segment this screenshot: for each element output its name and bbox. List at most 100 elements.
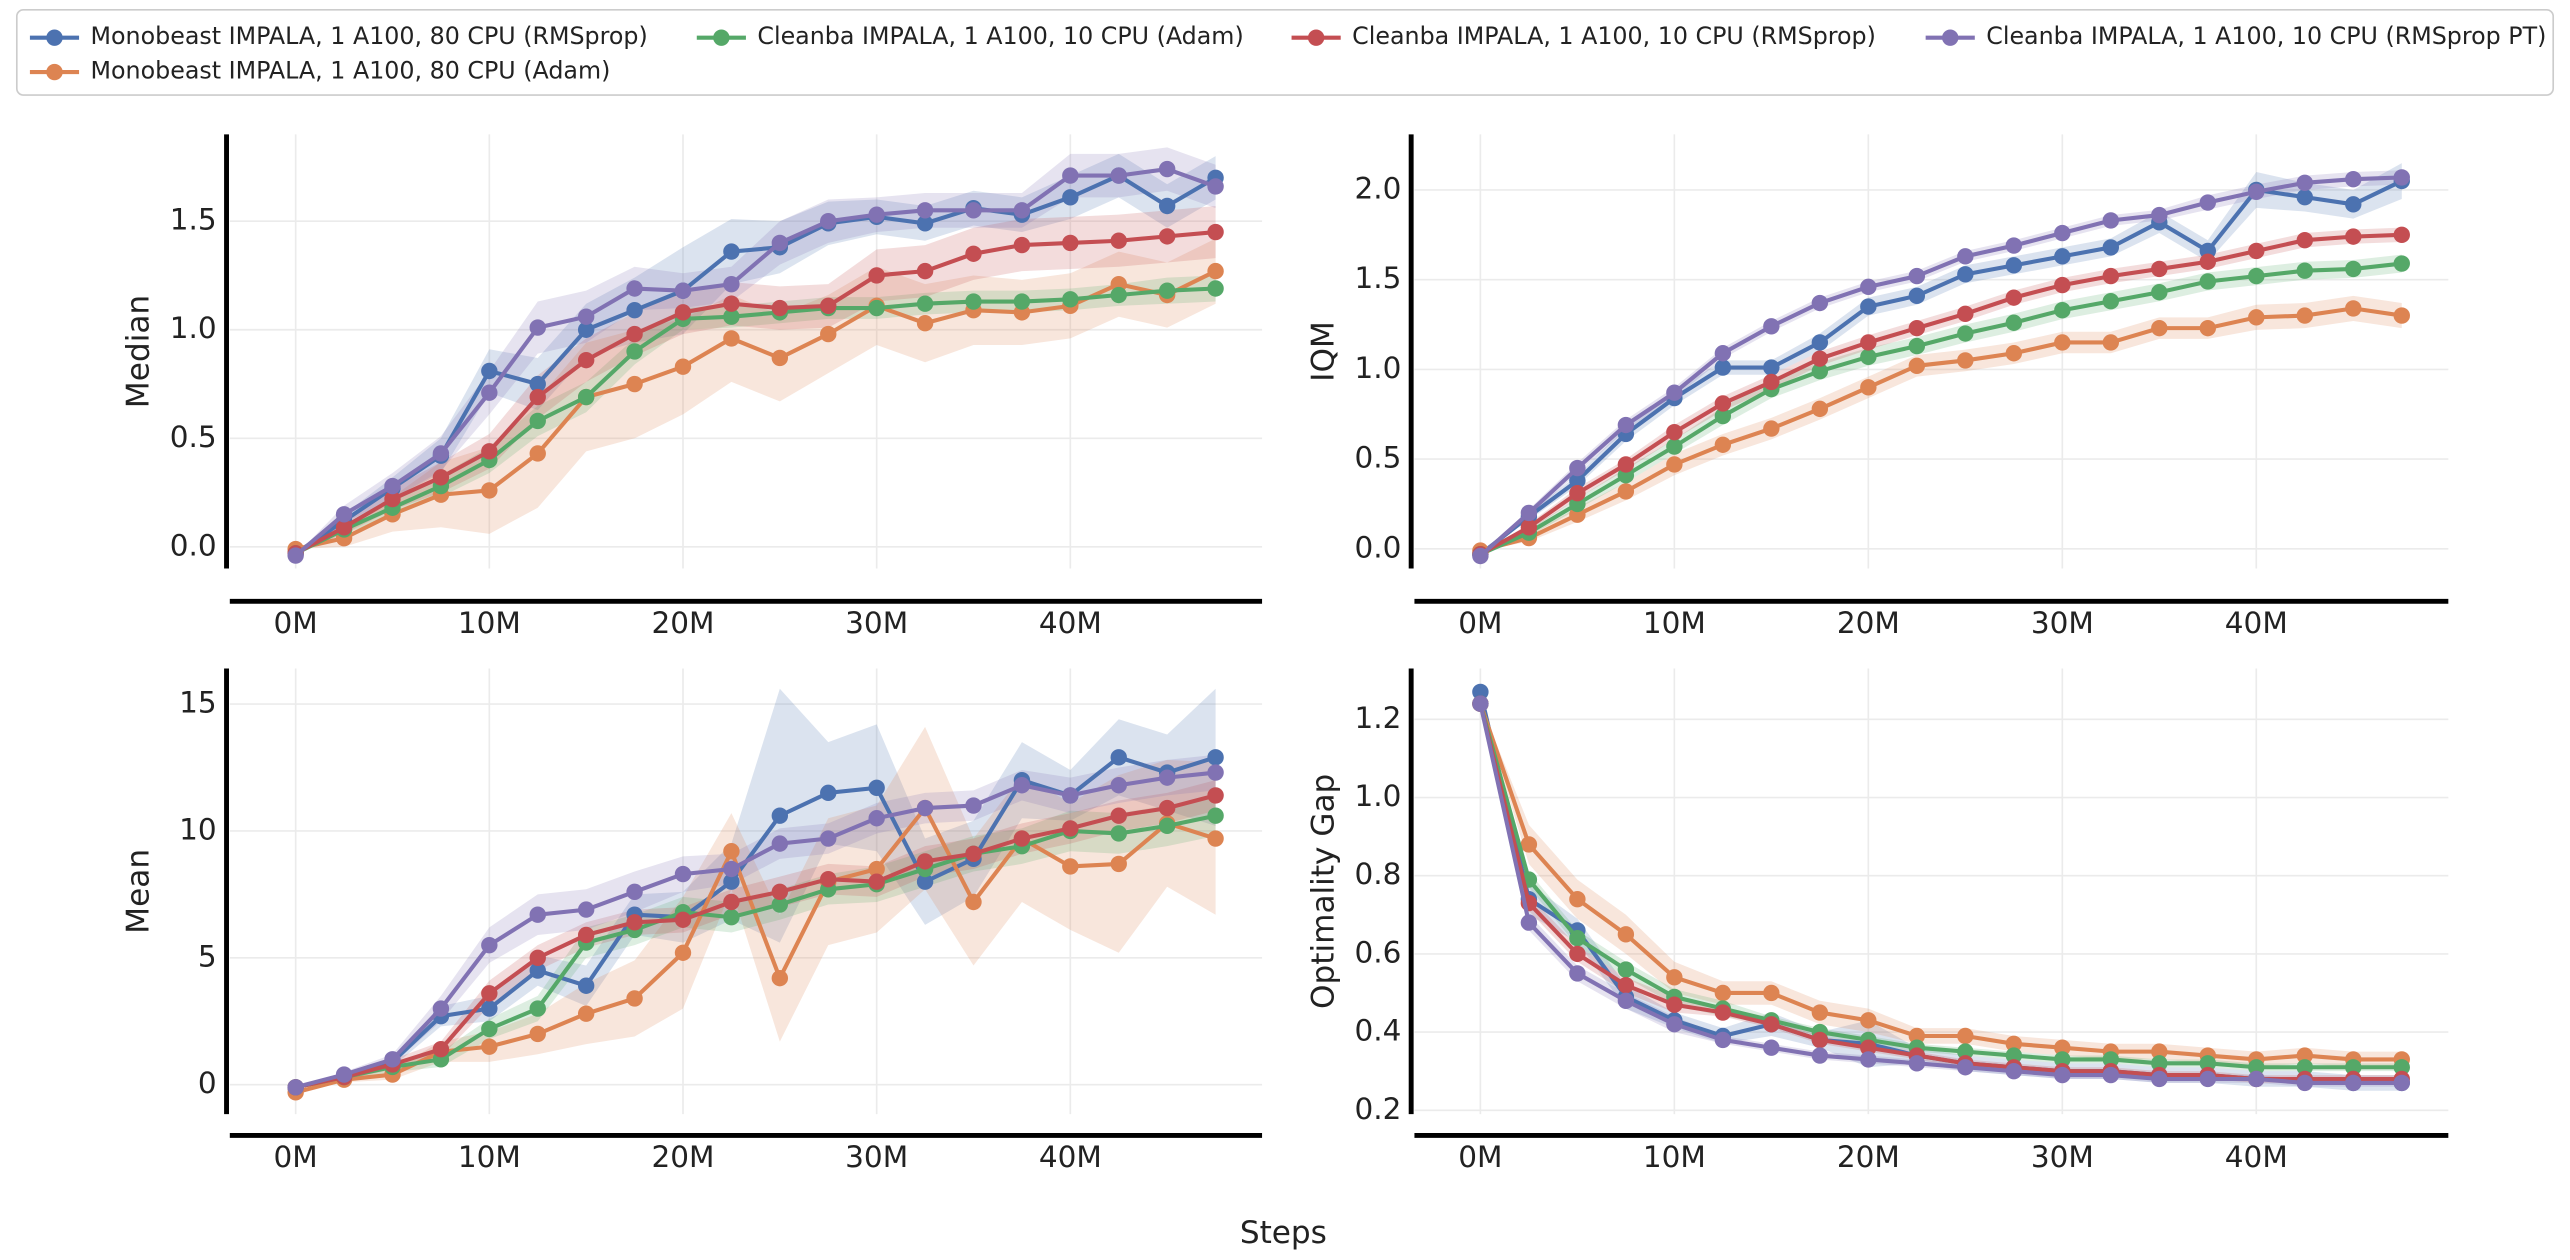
data-point: [1714, 407, 1732, 425]
series-line: [1478, 703, 2402, 1082]
data-point: [2393, 226, 2410, 244]
data-point: [674, 911, 692, 928]
data-point: [2296, 307, 2313, 324]
data-point: [1207, 749, 1224, 766]
y-tick-label: 0.6: [1354, 935, 1401, 969]
data-point: [1520, 914, 1538, 931]
y-tick-label: 1.2: [1354, 701, 1401, 735]
data-point: [723, 275, 740, 293]
confidence-band: [1480, 703, 2402, 1072]
confidence-band: [295, 153, 1216, 554]
x-tick-label: 10M: [458, 1140, 521, 1174]
data-point: [1811, 1031, 1829, 1049]
data-point: [1763, 420, 1780, 437]
data-point: [820, 213, 837, 230]
data-point: [577, 1005, 595, 1022]
x-tick-label: 40M: [2225, 606, 2288, 640]
data-point: [1013, 202, 1031, 219]
data-point: [577, 321, 595, 338]
data-point: [2102, 239, 2120, 256]
data-point: [2005, 1047, 2023, 1064]
data-point: [771, 299, 789, 317]
data-point: [529, 388, 546, 406]
x-tick-label: 40M: [1039, 606, 1102, 640]
data-point: [868, 873, 885, 890]
data-point: [2248, 242, 2265, 260]
confidence-band: [295, 275, 1216, 554]
data-point: [2054, 248, 2071, 265]
data-point: [2199, 253, 2216, 270]
data-point: [1763, 318, 1780, 335]
data-point: [723, 893, 740, 911]
y-tick-label: 0.0: [170, 528, 217, 562]
series-line: [295, 793, 1217, 1090]
data-point: [626, 302, 643, 319]
data-point: [2054, 224, 2071, 242]
data-point: [820, 297, 837, 315]
data-point: [2296, 1059, 2313, 1076]
data-point: [2005, 314, 2023, 331]
data-point: [1811, 294, 1829, 312]
legend-label: Cleanba IMPALA, 1 A100, 10 CPU (Adam): [757, 22, 1243, 50]
confidence-band: [295, 147, 1216, 556]
x-tick-label: 40M: [2225, 1140, 2288, 1174]
data-point: [2393, 169, 2410, 186]
data-point: [626, 883, 643, 901]
data-point: [1062, 189, 1079, 206]
y-tick-label: 2.0: [1354, 171, 1401, 205]
data-point: [674, 358, 692, 375]
legend-marker: [713, 29, 730, 46]
data-point: [2102, 1051, 2120, 1068]
data-point: [1957, 266, 1974, 283]
data-point: [384, 490, 401, 508]
data-point: [384, 477, 401, 495]
data-point: [481, 443, 498, 460]
data-point: [1666, 969, 1683, 986]
data-point: [868, 860, 885, 878]
data-point: [2345, 300, 2362, 317]
data-point: [674, 304, 692, 321]
data-point: [723, 909, 740, 926]
x-tick-label: 40M: [1039, 1140, 1102, 1174]
data-point: [771, 807, 789, 824]
data-point: [723, 330, 740, 347]
x-tick-label: 30M: [2031, 606, 2094, 640]
data-point: [723, 295, 740, 312]
x-tick-label: 20M: [652, 1140, 715, 1174]
data-point: [674, 865, 692, 883]
data-point: [1569, 965, 1586, 982]
data-point: [674, 282, 692, 299]
data-point: [771, 883, 789, 901]
data-point: [1158, 282, 1176, 299]
confidence-band: [295, 688, 1216, 1088]
data-point: [2393, 255, 2410, 272]
data-point: [1763, 1016, 1780, 1033]
series-line: [1479, 179, 2403, 556]
data-point: [577, 977, 595, 994]
data-point: [723, 873, 740, 890]
data-point: [2345, 1074, 2362, 1092]
x-tick-label: 20M: [1837, 606, 1900, 640]
data-point: [1569, 945, 1586, 963]
data-point: [1617, 926, 1635, 943]
legend-marker: [1942, 29, 1959, 46]
data-point: [1110, 777, 1127, 794]
data-point: [481, 936, 498, 954]
data-point: [1811, 363, 1829, 380]
data-point: [2248, 1059, 2265, 1076]
data-point: [1908, 1027, 1926, 1045]
data-point: [771, 234, 789, 252]
x-tick-label: 20M: [652, 606, 715, 640]
data-point: [481, 362, 498, 380]
data-point: [2151, 1070, 2168, 1088]
data-point: [1569, 485, 1586, 502]
data-point: [384, 1051, 401, 1068]
data-point: [1811, 350, 1829, 367]
data-point: [2296, 174, 2313, 191]
data-point: [2345, 196, 2362, 213]
data-point: [1569, 472, 1586, 489]
data-point: [2345, 171, 2362, 188]
data-point: [529, 1025, 546, 1043]
data-point: [868, 779, 885, 796]
